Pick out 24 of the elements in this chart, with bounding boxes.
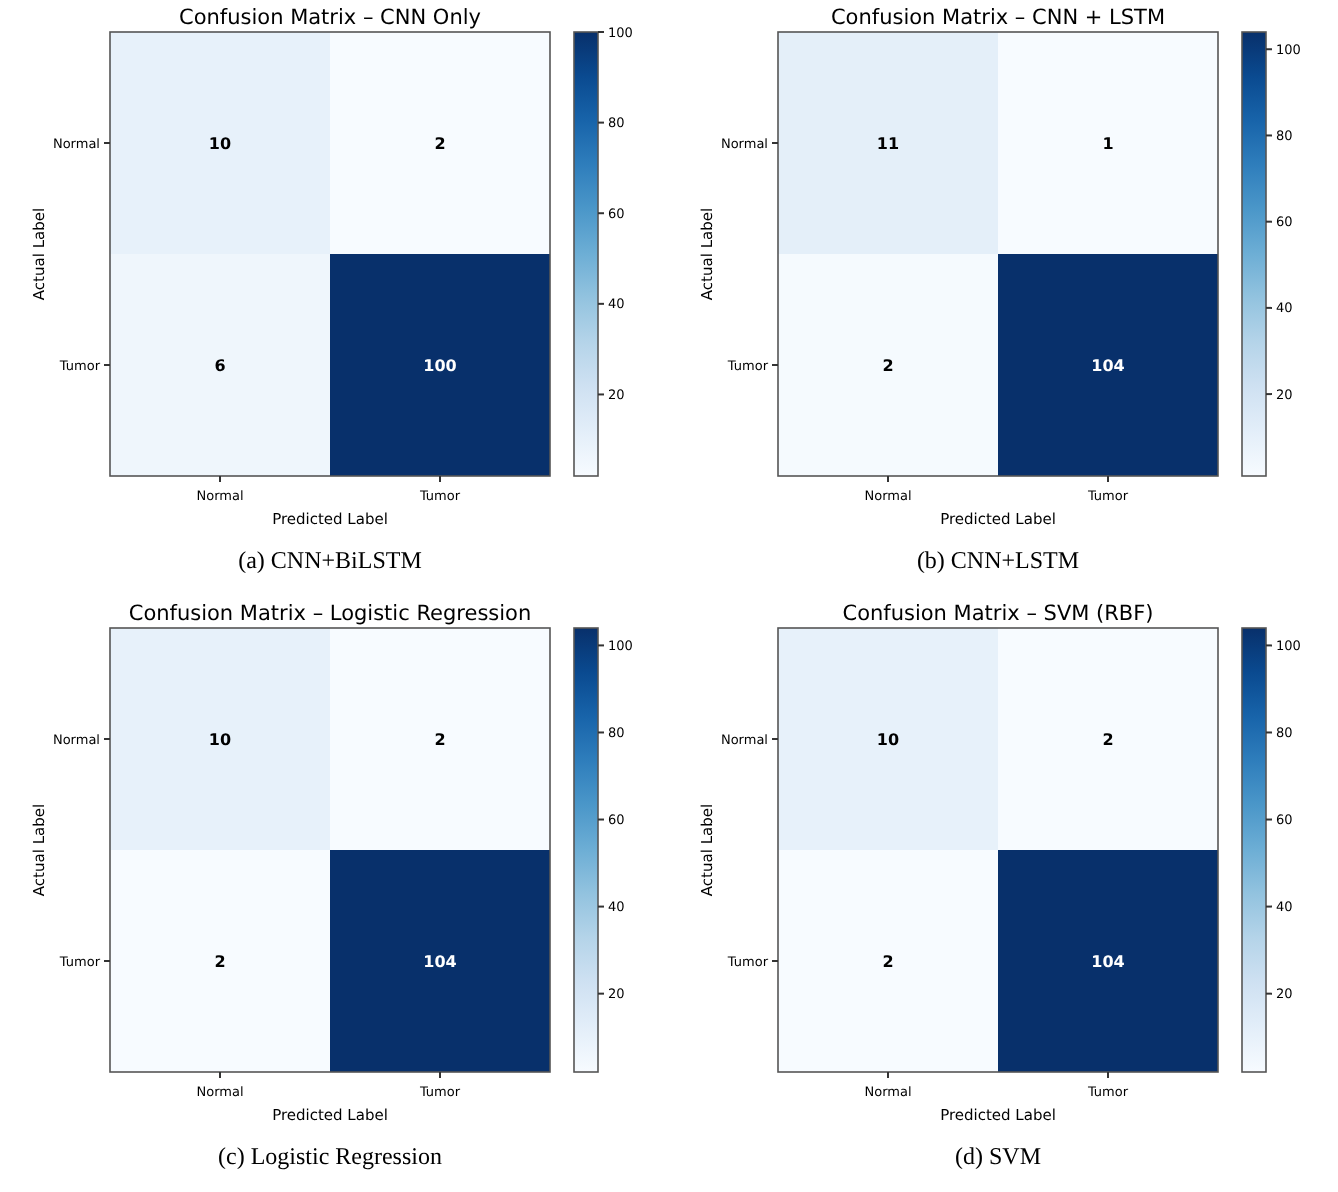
data-label: 2 (214, 952, 226, 971)
text: (c) Logistic Regression (218, 1142, 442, 1170)
data-label: 104 (1091, 356, 1126, 375)
data-label: 104 (423, 952, 458, 971)
data-label: 6 (214, 356, 227, 375)
data-label: 2 (882, 952, 894, 971)
data-label: 11 (876, 134, 900, 153)
text: (d) SVM (954, 1142, 1042, 1170)
data-label: 104 (1091, 952, 1126, 971)
chart-title: Confusion Matrix – CNN Only (179, 6, 481, 30)
data-label: 2 (434, 730, 446, 749)
data-label: 1 (1102, 134, 1115, 153)
text: (b) CNN+LSTM (916, 546, 1080, 574)
data-label: 10 (208, 134, 232, 153)
data-label: 10 (208, 730, 232, 749)
text: (a) CNN+BiLSTM (238, 546, 423, 574)
data-label: 2 (434, 134, 446, 153)
chart-title: Confusion Matrix – Logistic Regression (128, 602, 532, 626)
data-label: 2 (882, 356, 894, 375)
chart-title: Confusion Matrix – CNN + LSTM (830, 6, 1166, 30)
data-label: 10 (876, 730, 900, 749)
chart-title: Confusion Matrix – SVM (RBF) (842, 602, 1154, 626)
data-label: 2 (1102, 730, 1114, 749)
data-label: 100 (423, 356, 458, 375)
